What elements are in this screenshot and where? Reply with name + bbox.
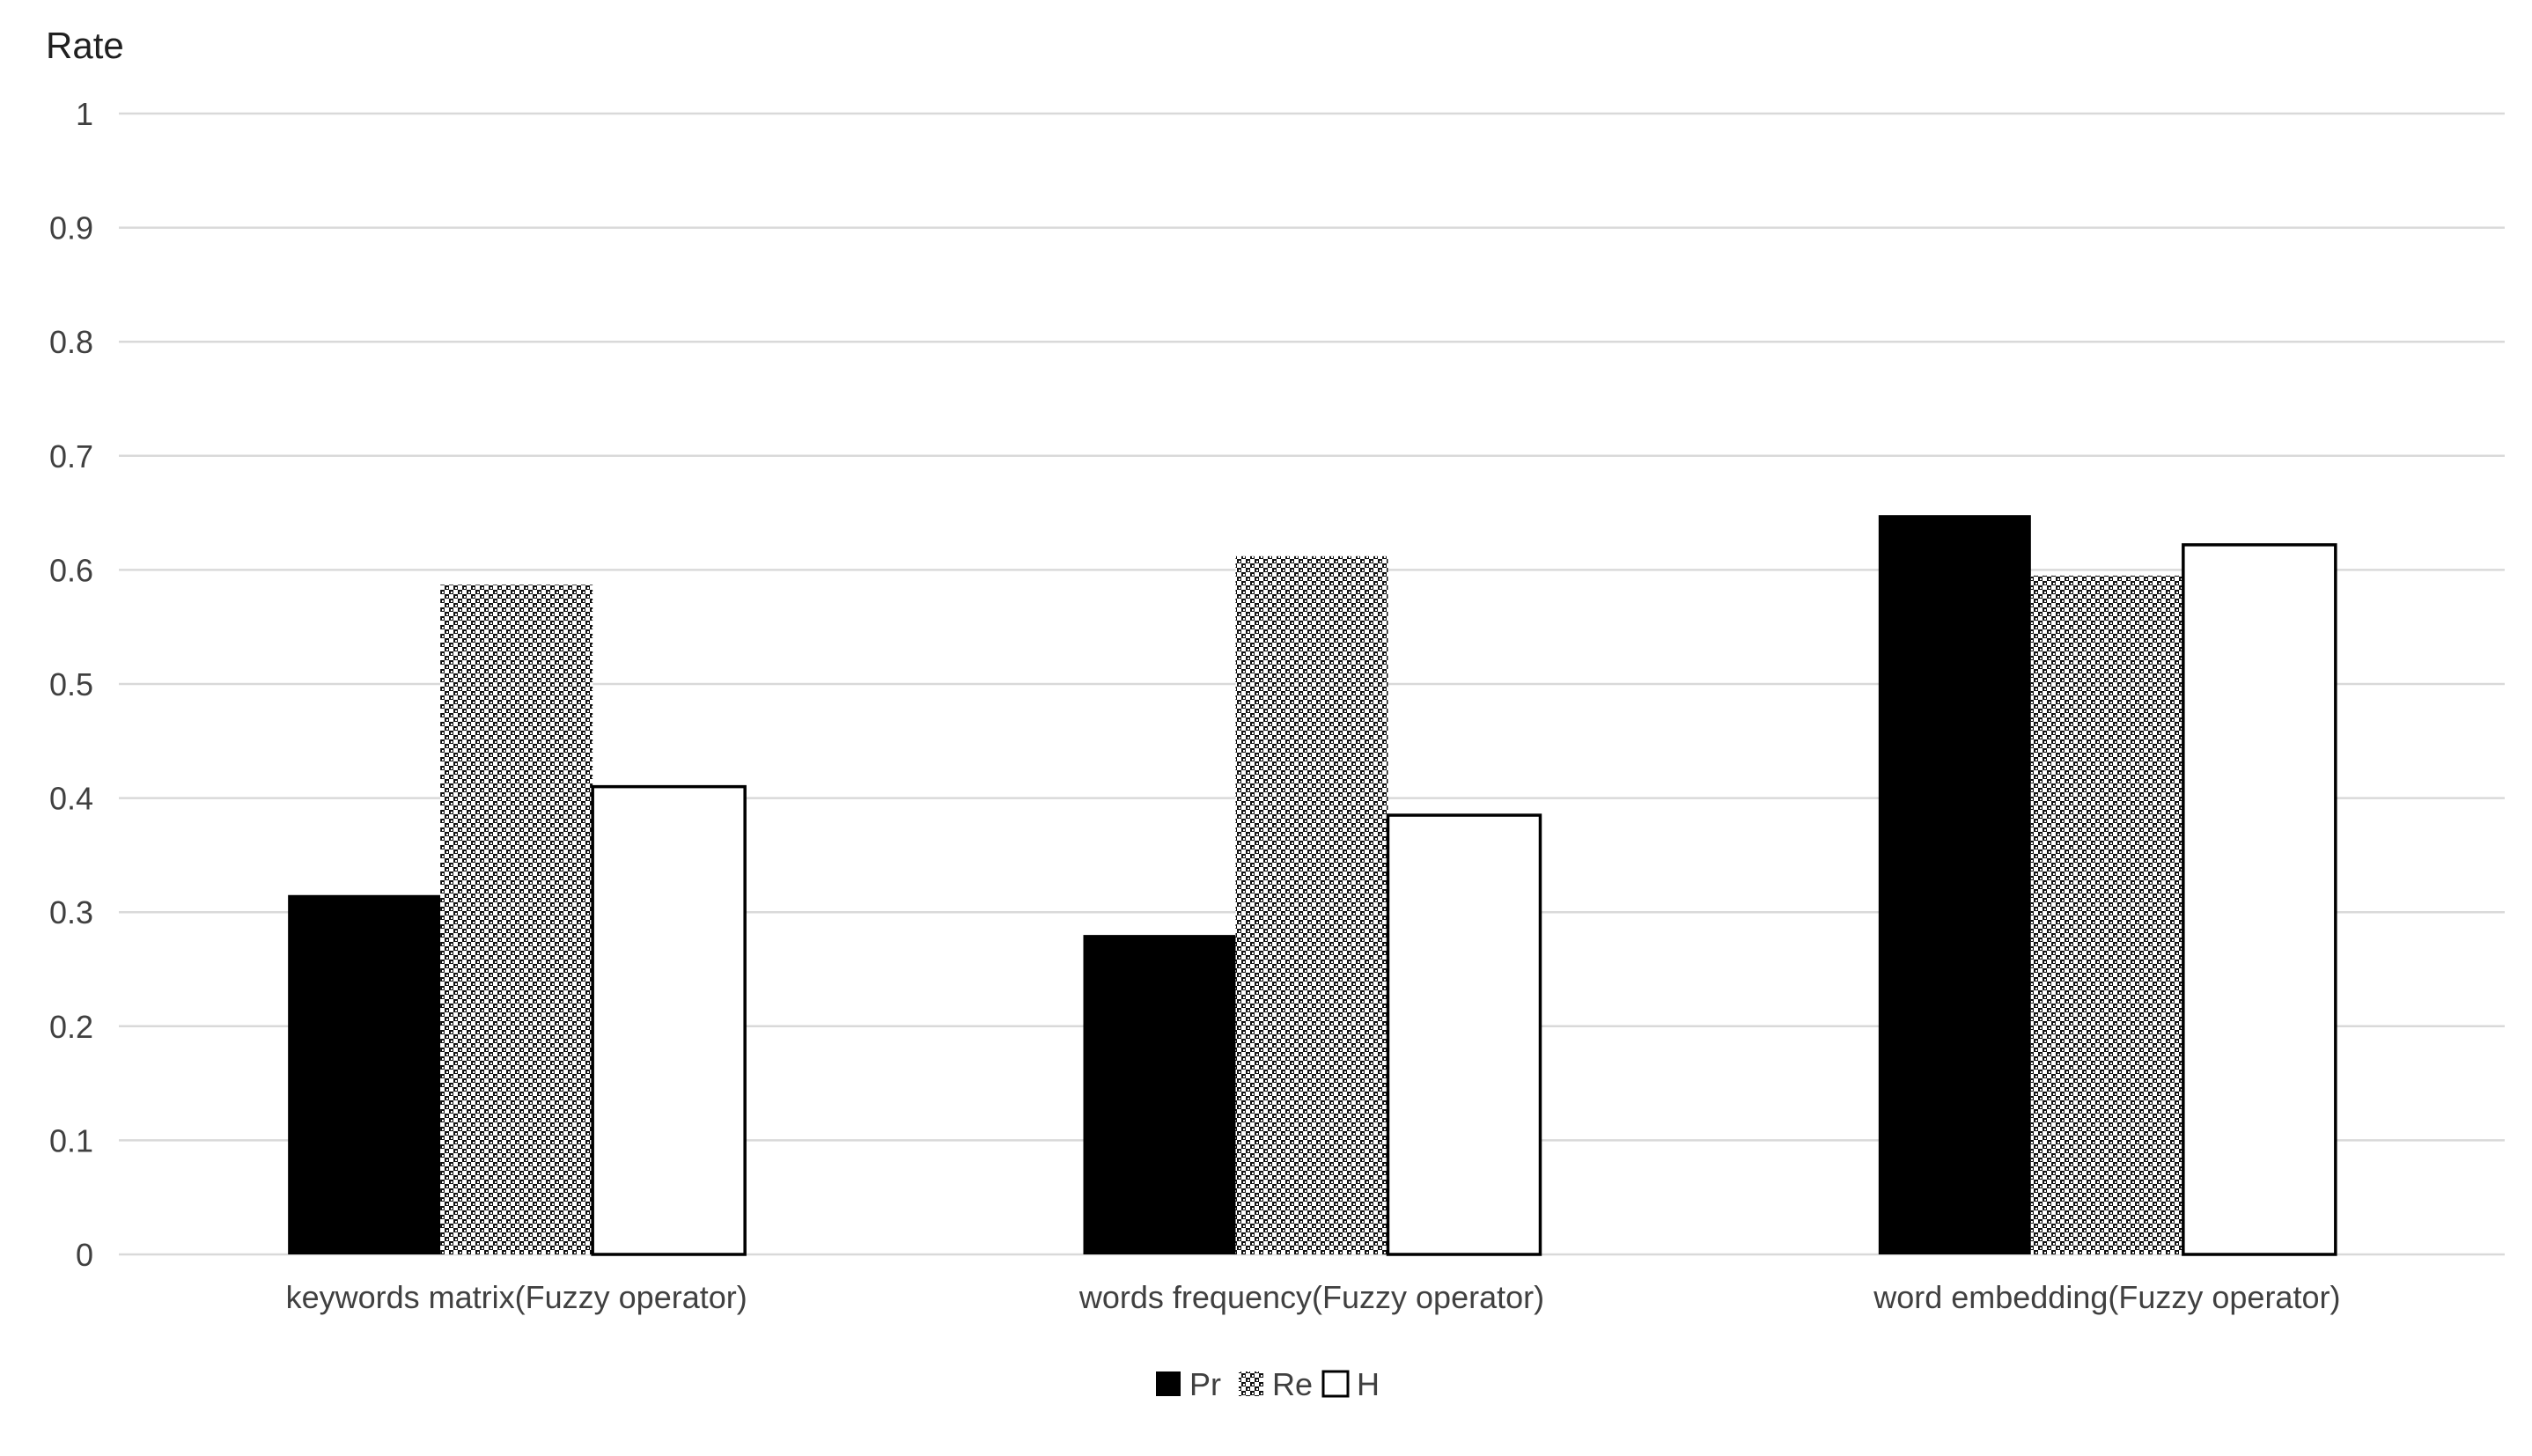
legend-label-h: H <box>1357 1366 1380 1402</box>
y-tick-label: 0.2 <box>49 1009 93 1045</box>
y-tick-label: 0.5 <box>49 666 93 702</box>
y-tick-label: 0.1 <box>49 1122 93 1158</box>
y-tick-label: 0.8 <box>49 324 93 360</box>
y-tick-label: 0.9 <box>49 210 93 246</box>
legend-swatch-h <box>1321 1370 1350 1398</box>
x-category-label: words frequency(Fuzzy operator) <box>1078 1279 1544 1315</box>
legend: Pr Re H <box>1156 1366 1380 1402</box>
bar-pr-3 <box>1878 515 2031 1254</box>
y-tick-label: 0 <box>76 1237 93 1273</box>
bar-h-2 <box>1386 813 1542 1256</box>
y-axis-ticks: 0 0.1 0.2 0.3 0.4 0.5 0.6 0.7 0.8 0.9 1 <box>49 96 93 1273</box>
x-category-label: keywords matrix(Fuzzy operator) <box>286 1279 747 1315</box>
y-tick-label: 0.6 <box>49 552 93 588</box>
legend-label-pr: Pr <box>1189 1366 1221 1402</box>
bar-re-1 <box>440 585 593 1254</box>
bar-h-1 <box>591 784 747 1256</box>
bar-re-3 <box>2030 575 2183 1254</box>
y-tick-label: 0.7 <box>49 438 93 474</box>
y-axis-title: Rate <box>46 25 124 66</box>
y-tick-label: 0.3 <box>49 894 93 930</box>
y-tick-label: 0.4 <box>49 781 93 817</box>
bar-re-2 <box>1235 555 1388 1254</box>
x-category-label: word embedding(Fuzzy operator) <box>1873 1279 2340 1315</box>
bar-h-3 <box>2182 543 2337 1256</box>
x-axis-categories: keywords matrix(Fuzzy operator) words fre… <box>286 1279 2341 1315</box>
bars <box>288 515 2337 1256</box>
legend-swatch-pr <box>1156 1371 1181 1396</box>
bar-pr-1 <box>288 894 441 1254</box>
bar-pr-2 <box>1083 935 1236 1254</box>
y-tick-label: 1 <box>76 96 93 132</box>
legend-label-re: Re <box>1272 1366 1313 1402</box>
legend-swatch-re <box>1239 1371 1263 1396</box>
